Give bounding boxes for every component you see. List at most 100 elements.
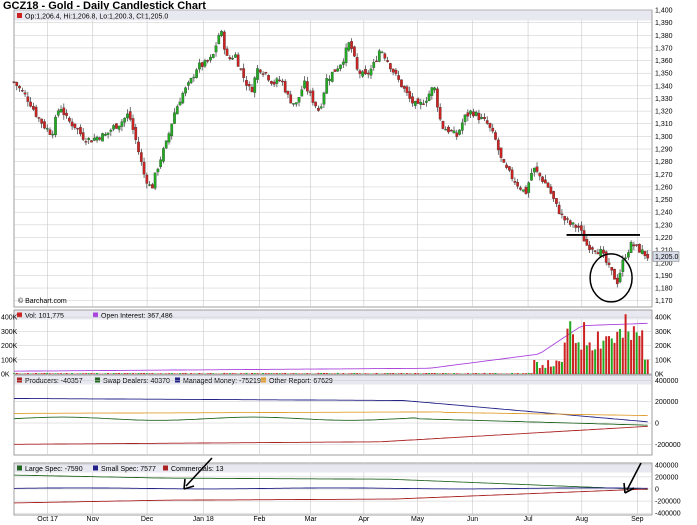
volume-bar: [610, 338, 613, 374]
candle-up: [527, 182, 531, 193]
candle-down: [278, 79, 282, 82]
candle-down: [438, 107, 442, 120]
cot2-legend-swatch: [163, 465, 168, 471]
volume-bar: [43, 372, 46, 374]
candle-down: [137, 141, 140, 153]
candle-down: [81, 132, 85, 140]
volume-bar: [428, 373, 431, 374]
candle-down: [131, 118, 135, 130]
volume-bar: [250, 372, 253, 374]
candle-up: [325, 78, 329, 94]
candle-down: [389, 63, 392, 70]
candle-down: [513, 181, 517, 183]
price-y-tick-label: 1,360: [655, 58, 673, 65]
candle-down: [283, 81, 287, 93]
candle-up: [627, 252, 630, 258]
volume-bar: [37, 373, 40, 374]
volume-bar: [275, 373, 278, 374]
candle-down: [408, 91, 412, 99]
volume-bar: [87, 373, 90, 374]
candle-up: [380, 51, 384, 54]
candle-up: [92, 137, 96, 141]
volume-bar: [422, 373, 425, 374]
price-y-tick-label: 1,400: [655, 8, 673, 15]
candle-down: [29, 101, 32, 107]
candle-down: [449, 129, 453, 132]
cot2-legend-swatch: [17, 465, 22, 471]
volume-bar: [220, 373, 223, 374]
price-y-tick-label: 1,290: [655, 147, 673, 154]
candle-down: [546, 182, 550, 188]
volume-bar: [201, 373, 204, 374]
candle-down: [305, 81, 309, 92]
candle-down: [577, 225, 580, 228]
volume-bar: [356, 373, 359, 374]
volume-bar: [405, 373, 408, 374]
candle-down: [602, 249, 605, 254]
candle-up: [521, 189, 525, 192]
price-legend-bar: [14, 10, 652, 21]
candle-up: [209, 56, 212, 61]
candle-down: [483, 117, 486, 120]
volume-bar: [148, 373, 151, 374]
volume-bar: [273, 373, 276, 374]
cot1-legend-swatch: [17, 377, 22, 383]
candle-down: [568, 220, 572, 225]
candle-up: [300, 89, 304, 97]
candle-down: [353, 46, 356, 57]
volume-bar: [46, 372, 49, 374]
volume-bar: [383, 373, 386, 374]
x-tick-label: Feb: [253, 516, 265, 523]
candle-down: [228, 57, 232, 60]
candle-down: [145, 174, 149, 184]
volume-bar: [483, 372, 486, 374]
volume-y-tick-label-left: 400K: [1, 315, 18, 322]
volume-bar: [82, 373, 85, 374]
candle-down: [151, 184, 154, 189]
candle-down: [632, 244, 636, 247]
x-tick-label: Sep: [631, 516, 644, 523]
volume-legend-label: Vol: 101,775: [25, 313, 64, 320]
volume-bar: [90, 373, 93, 374]
volume-bar: [638, 335, 641, 374]
x-tick-label: Dec: [141, 516, 154, 523]
cot1-legend-label: Managed Money: -75219: [183, 378, 261, 385]
price-y-tick-label: 1,270: [655, 172, 673, 179]
candle-down: [355, 57, 359, 70]
volume-bar: [477, 373, 480, 374]
volume-bar: [563, 342, 566, 374]
candle-down: [98, 137, 102, 140]
volume-y-tick-label-left: 0K: [1, 372, 10, 379]
price-y-tick-label: 1,390: [655, 20, 673, 27]
last-price-label: 1,205.0: [655, 254, 678, 261]
volume-bar: [635, 332, 638, 374]
candle-down: [267, 75, 270, 81]
volume-bar: [455, 373, 458, 374]
candle-down: [422, 103, 425, 105]
volume-bar: [134, 373, 137, 374]
volume-bar: [533, 359, 536, 374]
cot1-legend-bar: [14, 375, 652, 385]
price-y-tick-label: 1,320: [655, 109, 673, 116]
volume-bar: [588, 342, 591, 374]
candle-down: [20, 90, 24, 92]
candle-down: [62, 107, 66, 116]
candle-up: [184, 87, 187, 94]
volume-legend-label: Open Interest: 367,486: [101, 313, 173, 320]
candle-up: [117, 125, 121, 130]
candle-down: [134, 127, 138, 140]
volume-bar: [35, 373, 38, 374]
volume-bar: [488, 373, 491, 374]
price-y-tick-label: 1,230: [655, 222, 673, 229]
price-y-tick-label: 1,200: [655, 260, 673, 267]
chart-title: GCZ18 - Gold - Daily Candlestick Chart: [3, 0, 206, 12]
volume-bar: [375, 372, 378, 374]
volume-bar: [212, 373, 215, 374]
candle-down: [638, 243, 641, 253]
cot1-legend-label: Producers: -40357: [25, 378, 83, 385]
candle-down: [560, 213, 564, 216]
volume-bar: [386, 373, 389, 374]
cot2-y-tick-label: 200000: [655, 474, 678, 481]
volume-bar: [613, 342, 616, 374]
volume-bar: [630, 339, 633, 374]
